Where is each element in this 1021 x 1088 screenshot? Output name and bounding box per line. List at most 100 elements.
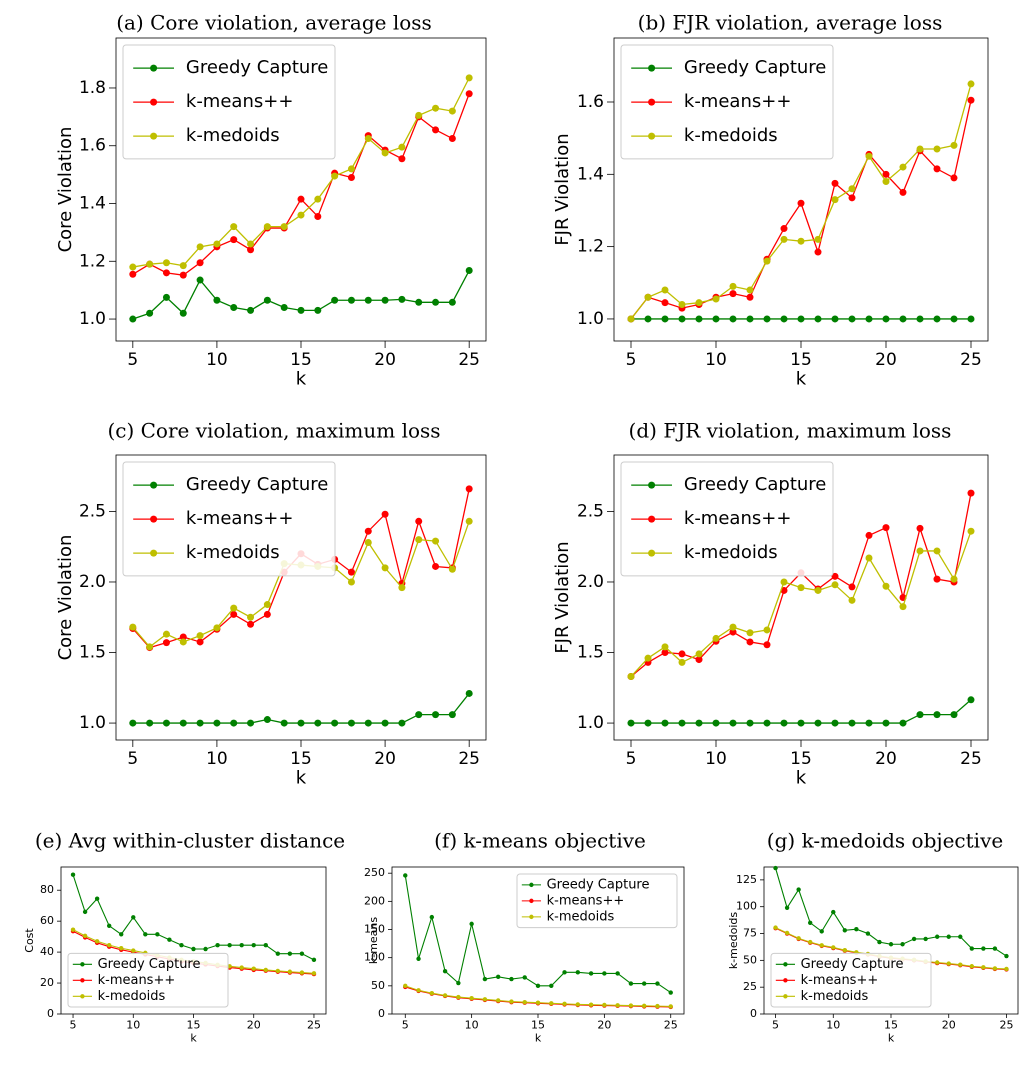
data-point — [695, 650, 703, 658]
data-point — [899, 719, 907, 727]
data-point — [179, 942, 184, 948]
data-point — [535, 1000, 541, 1005]
data-point — [469, 996, 474, 1001]
data-point — [299, 970, 305, 975]
x-tick-label: 15 — [790, 350, 812, 370]
data-point — [814, 719, 822, 727]
data-point — [263, 296, 271, 304]
data-point — [263, 716, 271, 724]
data-point — [247, 306, 255, 314]
data-point — [465, 267, 473, 275]
x-axis-label: k — [296, 767, 307, 788]
x-axis-label: k — [796, 767, 807, 788]
legend-label: Greedy Capture — [684, 474, 826, 495]
data-point — [213, 719, 221, 727]
data-point — [712, 295, 720, 303]
data-point — [263, 223, 271, 231]
chart-title: (c) Core violation, maximum loss — [107, 419, 440, 443]
data-point — [641, 981, 647, 986]
data-point — [865, 531, 873, 539]
data-point — [911, 936, 917, 942]
data-point — [729, 315, 737, 323]
data-point — [848, 185, 856, 193]
data-point — [814, 586, 822, 594]
y-tick-label: 75 — [743, 927, 757, 940]
data-point — [678, 719, 686, 727]
y-tick-label: 0 — [47, 1007, 54, 1020]
data-point — [227, 964, 232, 969]
data-point — [602, 971, 607, 976]
legend-marker — [783, 994, 788, 999]
data-point — [347, 165, 355, 173]
data-point — [522, 999, 527, 1005]
data-point — [119, 932, 124, 937]
legend-label: k-means++ — [684, 508, 792, 529]
data-point — [899, 315, 907, 323]
data-point — [495, 998, 501, 1003]
data-point — [562, 970, 567, 975]
data-point — [196, 632, 204, 640]
data-point — [916, 145, 924, 153]
data-point — [179, 262, 187, 270]
data-point — [814, 248, 822, 256]
data-point — [958, 962, 963, 967]
data-point — [958, 934, 963, 939]
legend-frame — [770, 952, 932, 1008]
y-tick-label: 200 — [364, 894, 385, 907]
data-point — [746, 719, 754, 727]
data-point — [263, 942, 268, 948]
data-point — [106, 942, 112, 948]
y-tick-label: 1.0 — [79, 309, 106, 329]
data-point — [70, 927, 76, 932]
data-point — [403, 983, 408, 989]
data-point — [807, 939, 813, 945]
data-point — [780, 578, 788, 586]
data-point — [398, 584, 406, 592]
data-point — [934, 960, 940, 965]
data-point — [456, 994, 461, 1000]
legend-marker — [150, 481, 158, 489]
legend-marker — [648, 64, 656, 72]
legend-label: k-means++ — [684, 91, 792, 112]
data-point — [230, 223, 238, 231]
data-point — [967, 315, 975, 323]
data-point — [967, 527, 975, 535]
data-point — [729, 719, 737, 727]
chart-title: (b) FJR violation, average loss — [638, 11, 943, 35]
legend-label: k-means++ — [547, 893, 625, 908]
data-point — [297, 306, 305, 314]
data-point — [661, 299, 669, 307]
data-point — [882, 315, 890, 323]
data-point — [442, 968, 448, 974]
x-tick-label: 15 — [531, 1019, 545, 1032]
data-point — [465, 517, 473, 525]
legend-label: k-medoids — [684, 125, 778, 146]
data-point — [297, 211, 305, 219]
data-point — [275, 968, 281, 974]
data-point — [448, 107, 456, 115]
data-point — [191, 946, 196, 952]
data-point — [146, 643, 154, 651]
data-point — [848, 315, 856, 323]
data-point — [416, 956, 421, 962]
data-point — [627, 315, 635, 323]
data-point — [247, 620, 255, 628]
data-point — [950, 711, 958, 719]
data-point — [251, 942, 256, 948]
data-point — [146, 309, 154, 317]
data-point — [641, 1003, 647, 1009]
data-point — [695, 656, 703, 664]
x-tick-label: 20 — [942, 1019, 956, 1032]
data-point — [196, 259, 204, 267]
data-point — [131, 948, 136, 953]
data-point — [695, 719, 703, 727]
data-point — [882, 582, 890, 590]
x-tick-label: 10 — [126, 1019, 140, 1032]
legend-marker — [783, 978, 788, 983]
data-point — [416, 988, 421, 993]
data-point — [314, 719, 322, 727]
data-point — [364, 719, 372, 727]
y-tick-label: 125 — [736, 873, 757, 886]
x-tick-label: 25 — [664, 1019, 678, 1032]
data-point — [831, 581, 839, 589]
